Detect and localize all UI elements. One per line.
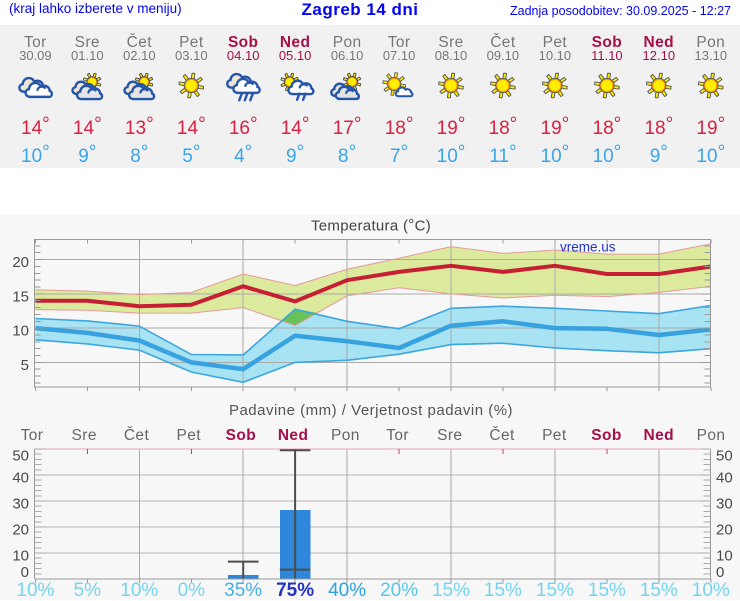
svg-text:10: 10 bbox=[12, 323, 29, 340]
svg-text:50: 50 bbox=[12, 447, 29, 464]
svg-text:30: 30 bbox=[12, 495, 29, 512]
svg-text:5: 5 bbox=[21, 357, 29, 374]
svg-text:40: 40 bbox=[12, 469, 29, 486]
svg-text:20: 20 bbox=[716, 521, 733, 538]
svg-text:10: 10 bbox=[716, 547, 733, 564]
svg-text:20: 20 bbox=[12, 521, 29, 538]
svg-text:30: 30 bbox=[716, 495, 733, 512]
svg-text:0: 0 bbox=[716, 564, 724, 581]
svg-text:0: 0 bbox=[21, 564, 29, 581]
svg-text:vreme.us: vreme.us bbox=[560, 240, 616, 255]
svg-text:20: 20 bbox=[12, 254, 29, 271]
svg-text:10: 10 bbox=[12, 547, 29, 564]
svg-text:15: 15 bbox=[12, 288, 29, 305]
svg-text:50: 50 bbox=[716, 447, 733, 464]
svg-text:40: 40 bbox=[716, 469, 733, 486]
